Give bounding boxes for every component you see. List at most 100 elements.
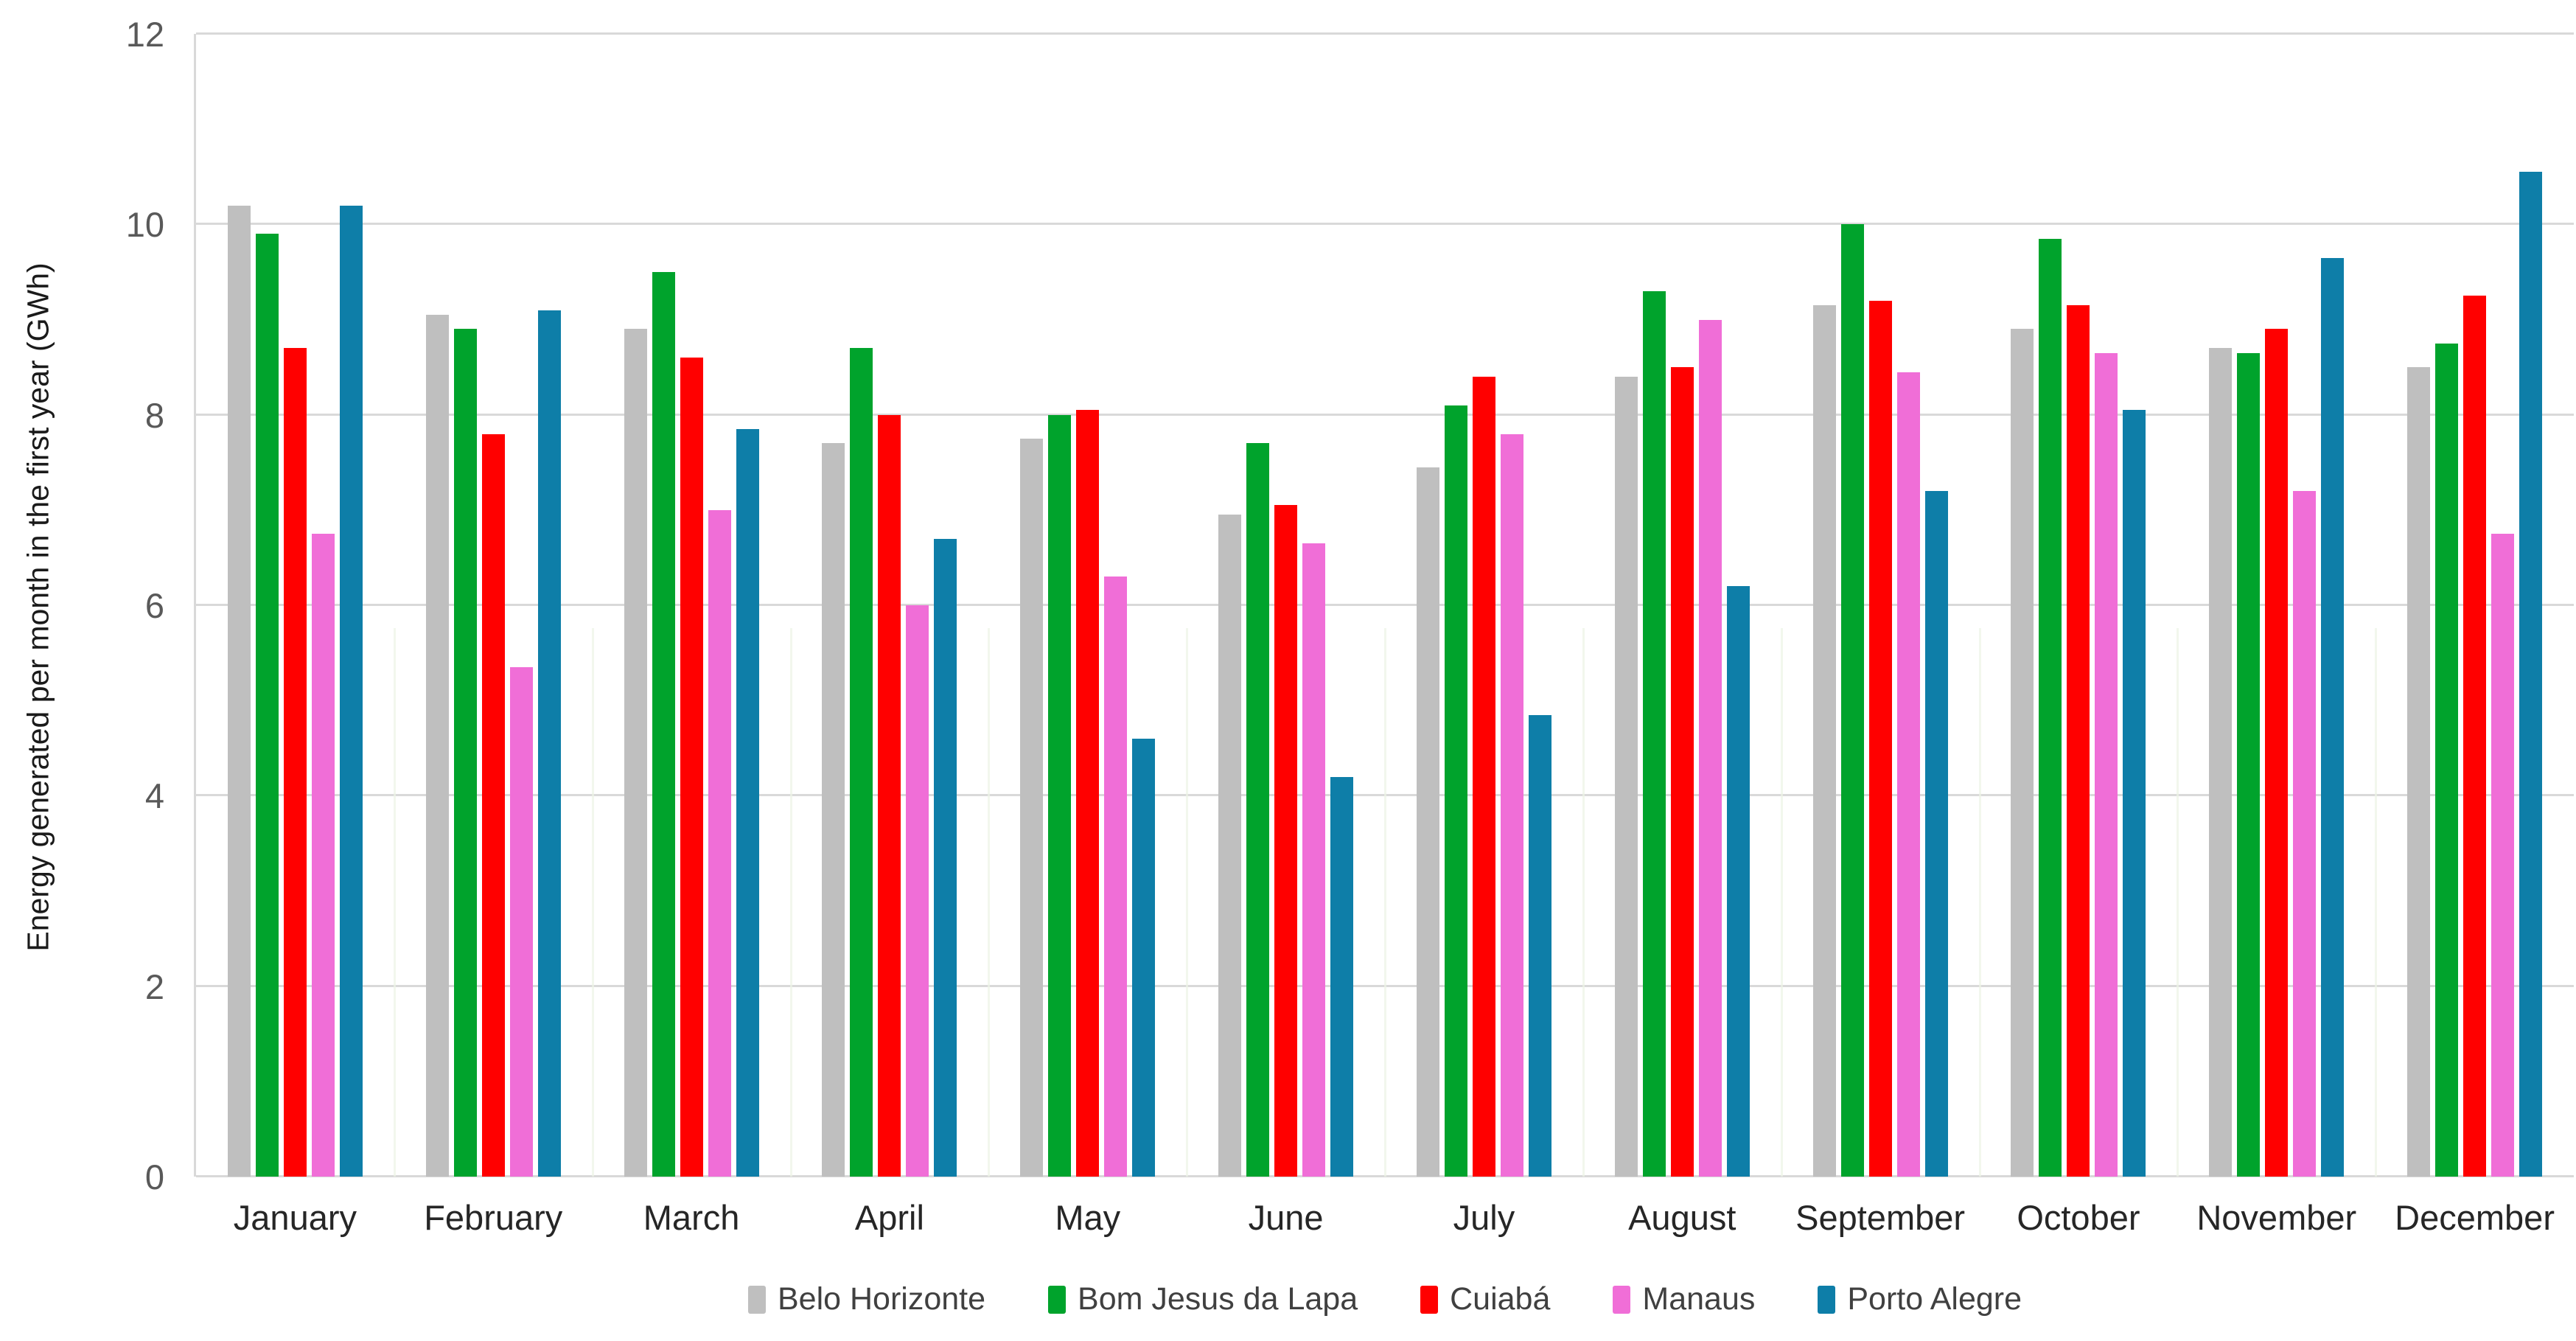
bar-belo-horizonte-may (1020, 438, 1044, 1177)
bar-belo-horizonte-july (1416, 467, 1439, 1177)
bar-porto-alegre-august (1726, 586, 1750, 1177)
bar-porto-alegre-july (1528, 714, 1551, 1177)
legend: Belo Horizonte Bom Jesus da Lapa Cuiabá Man… (196, 1281, 2574, 1317)
month-separator (2177, 628, 2179, 1177)
bar-belo-horizonte-june (1218, 515, 1242, 1177)
bar-porto-alegre-november (2321, 257, 2345, 1177)
bar-bom-jesus-da-lapa-july (1444, 405, 1467, 1177)
bar-porto-alegre-june (1330, 776, 1354, 1177)
bar-cuiabá-august (1670, 367, 1694, 1177)
month-separator (789, 628, 792, 1177)
bar-manaus-february (509, 666, 533, 1177)
bar-porto-alegre-march (736, 429, 759, 1177)
bar-manaus-december (2491, 534, 2515, 1177)
legend-label: Bom Jesus da Lapa (1078, 1281, 1358, 1317)
legend-swatch-icon (1048, 1285, 1067, 1314)
bar-bom-jesus-da-lapa-october (2039, 238, 2062, 1177)
bar-cuiabá-january (283, 348, 307, 1177)
month-separator (1582, 628, 1585, 1177)
bar-belo-horizonte-march (624, 329, 647, 1177)
plot-area (194, 32, 2574, 1177)
x-axis-label-may: May (1055, 1198, 1121, 1237)
bar-belo-horizonte-december (2407, 367, 2431, 1177)
bar-manaus-july (1500, 433, 1523, 1177)
bar-manaus-march (708, 509, 731, 1177)
y-tick-label: 0 (144, 1157, 164, 1197)
legend-swatch-icon (1613, 1285, 1631, 1314)
legend-item-manaus: Manaus (1613, 1281, 1755, 1317)
bar-cuiabá-october (2067, 305, 2090, 1177)
bar-belo-horizonte-february (425, 315, 449, 1177)
bar-manaus-june (1302, 543, 1326, 1177)
x-axis-label-february: February (424, 1198, 563, 1237)
month-separator (1186, 628, 1189, 1177)
month-separator (1384, 628, 1386, 1177)
y-axis-line (194, 34, 196, 1177)
month-group-july (1385, 34, 1583, 1177)
bar-manaus-may (1104, 577, 1128, 1177)
y-tick-label: 12 (125, 15, 164, 54)
bar-bom-jesus-da-lapa-april (850, 348, 873, 1177)
y-tick-label: 6 (144, 586, 164, 625)
gridline-y-10 (196, 223, 2574, 226)
month-group-february (394, 34, 593, 1177)
bar-bom-jesus-da-lapa-september (1840, 224, 1864, 1177)
bar-belo-horizonte-october (2011, 329, 2034, 1177)
y-tick-label: 4 (144, 776, 164, 816)
month-group-june (1187, 34, 1385, 1177)
bar-manaus-august (1698, 319, 1722, 1177)
x-axis-label-january: January (233, 1198, 357, 1237)
x-axis-label-june: June (1248, 1198, 1324, 1237)
legend-label: Cuiabá (1450, 1281, 1551, 1317)
x-axis-label-march: March (643, 1198, 740, 1237)
y-tick-label: 2 (144, 966, 164, 1006)
month-separator (591, 628, 594, 1177)
bar-cuiabá-march (680, 358, 703, 1177)
month-separator (1780, 628, 1783, 1177)
legend-label: Belo Horizonte (777, 1281, 986, 1317)
bar-cuiabá-september (1868, 300, 1892, 1177)
bar-belo-horizonte-august (1614, 377, 1638, 1177)
bar-bom-jesus-da-lapa-december (2435, 343, 2459, 1177)
bar-belo-horizonte-november (2209, 348, 2233, 1177)
y-tick-label: 10 (125, 205, 164, 245)
month-group-august (1583, 34, 1781, 1177)
bar-manaus-january (311, 534, 335, 1177)
bar-bom-jesus-da-lapa-november (2237, 352, 2261, 1177)
legend-swatch-icon (1420, 1285, 1439, 1314)
bar-bom-jesus-da-lapa-january (255, 234, 279, 1177)
legend-label: Manaus (1642, 1281, 1756, 1317)
month-separator (1978, 628, 1981, 1177)
bar-manaus-october (2095, 352, 2118, 1177)
bar-porto-alegre-october (2123, 410, 2146, 1177)
x-axis-label-september: September (1795, 1198, 1966, 1237)
bar-porto-alegre-december (2519, 172, 2543, 1177)
y-tick-label: 8 (144, 395, 164, 435)
x-axis-label-april: April (854, 1198, 924, 1237)
bar-bom-jesus-da-lapa-august (1642, 290, 1666, 1177)
x-axis-label-december: December (2395, 1198, 2555, 1237)
bar-manaus-november (2293, 491, 2317, 1177)
bar-cuiabá-february (481, 433, 505, 1177)
month-group-september (1781, 34, 1980, 1177)
legend-item-belo-horizonte: Belo Horizonte (747, 1281, 986, 1317)
bar-bom-jesus-da-lapa-may (1048, 414, 1072, 1177)
x-axis-label-november: November (2196, 1198, 2357, 1237)
gridline-y-8 (196, 413, 2574, 416)
bar-cuiabá-may (1076, 410, 1100, 1177)
bar-porto-alegre-february (537, 310, 561, 1177)
bar-bom-jesus-da-lapa-march (652, 271, 675, 1177)
legend-swatch-icon (1818, 1285, 1836, 1314)
bar-belo-horizonte-september (1812, 305, 1836, 1177)
bar-porto-alegre-april (934, 538, 957, 1177)
legend-item-cuiabá: Cuiabá (1420, 1281, 1550, 1317)
month-group-december (2376, 34, 2574, 1177)
month-group-november (2177, 34, 2376, 1177)
bar-belo-horizonte-april (822, 443, 845, 1177)
gridline-y-6 (196, 604, 2574, 606)
legend-item-bom-jesus-da-lapa: Bom Jesus da Lapa (1048, 1281, 1358, 1317)
month-separator (2375, 628, 2378, 1177)
legend-label: Porto Alegre (1847, 1281, 2022, 1317)
month-group-may (988, 34, 1187, 1177)
legend-swatch-icon (747, 1285, 766, 1314)
